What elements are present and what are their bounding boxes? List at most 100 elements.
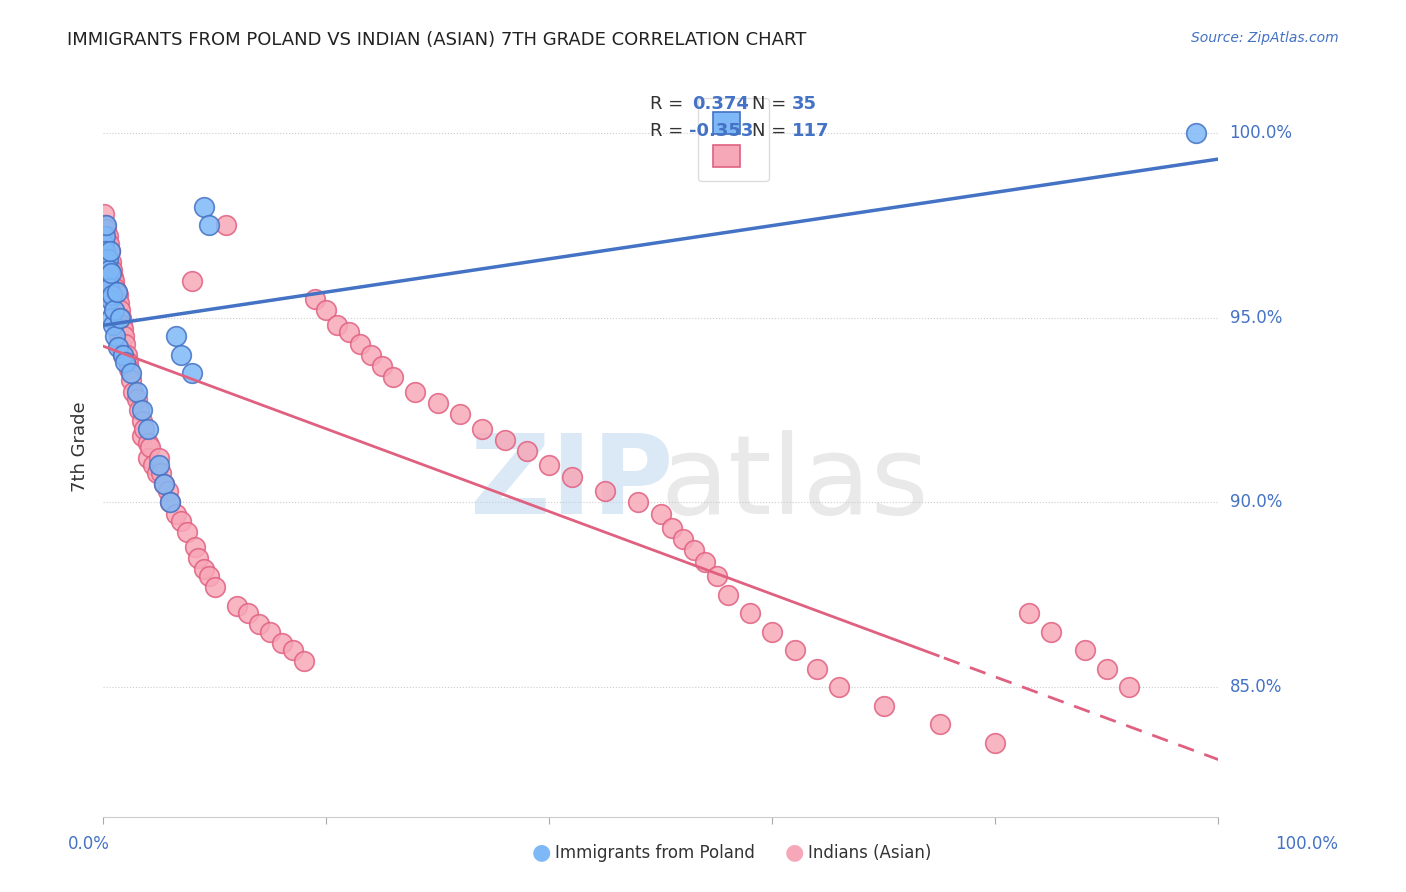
Point (349, 336, 371, 351)
Point (120, 366, 142, 380)
Point (650, 507, 672, 521)
Text: ZIP: ZIP (470, 431, 673, 538)
Point (101, 262, 124, 277)
Point (101, 274, 124, 288)
Point (828, 680, 851, 694)
Point (371, 359, 394, 373)
Point (1185, 126, 1208, 140)
Text: 117: 117 (792, 121, 830, 139)
Point (114, 355, 136, 369)
Point (806, 662, 828, 676)
Point (107, 296, 129, 310)
Point (181, 366, 204, 380)
Point (134, 421, 156, 435)
Point (315, 303, 337, 318)
Point (100, 266, 122, 280)
Point (96, 244, 118, 259)
Point (1118, 680, 1140, 694)
Point (112, 322, 135, 336)
Text: 100.0%: 100.0% (1275, 835, 1339, 853)
Point (1073, 643, 1095, 657)
Point (292, 654, 315, 668)
Text: ●: ● (531, 842, 551, 862)
Point (187, 550, 209, 565)
Point (247, 617, 270, 632)
Point (114, 336, 136, 351)
Point (98, 244, 121, 259)
Point (100, 255, 122, 269)
Point (107, 340, 129, 354)
Point (270, 636, 292, 650)
Point (111, 318, 134, 332)
Point (97, 236, 120, 251)
Point (97, 262, 120, 277)
Point (110, 310, 132, 325)
Point (117, 355, 139, 369)
Point (181, 274, 204, 288)
Point (108, 303, 131, 318)
Text: R =: R = (650, 95, 683, 112)
Point (103, 274, 125, 288)
Point (101, 288, 124, 302)
Point (108, 336, 131, 351)
Text: ●: ● (785, 842, 804, 862)
Point (101, 281, 124, 295)
Point (97, 229, 120, 244)
Point (136, 451, 159, 466)
Point (471, 421, 494, 435)
Text: 0.374: 0.374 (692, 95, 748, 112)
Point (928, 717, 950, 731)
Point (101, 318, 124, 332)
Point (198, 219, 221, 233)
Point (101, 270, 124, 285)
Point (281, 643, 304, 657)
Point (131, 429, 153, 443)
Point (516, 443, 538, 458)
Point (103, 300, 125, 314)
Point (159, 495, 181, 509)
Point (101, 292, 124, 306)
Y-axis label: 7th Grade: 7th Grade (72, 401, 89, 492)
Point (494, 433, 516, 447)
Point (193, 200, 215, 214)
Point (125, 384, 148, 399)
Point (176, 524, 198, 539)
Point (110, 340, 132, 354)
Point (100, 266, 122, 280)
Point (112, 329, 135, 343)
Point (122, 384, 145, 399)
Point (107, 329, 129, 343)
Point (120, 374, 142, 388)
Point (426, 395, 449, 409)
Point (103, 285, 125, 299)
Text: atlas: atlas (661, 431, 929, 538)
Point (304, 292, 326, 306)
Point (142, 458, 165, 473)
Point (112, 348, 135, 362)
Point (593, 484, 616, 499)
Point (107, 288, 129, 302)
Point (183, 540, 205, 554)
Legend: , : , (699, 97, 769, 181)
Point (1040, 624, 1063, 639)
Point (97, 274, 120, 288)
Point (93, 207, 115, 221)
Point (204, 581, 226, 595)
Point (170, 348, 193, 362)
Text: Immigrants from Poland: Immigrants from Poland (555, 844, 755, 862)
Point (112, 348, 135, 362)
Point (738, 607, 761, 621)
Point (683, 543, 706, 558)
Point (159, 495, 181, 509)
Point (97, 252, 120, 266)
Point (153, 477, 176, 491)
Point (104, 303, 127, 318)
Point (96, 219, 118, 233)
Point (128, 403, 150, 417)
Point (93, 229, 115, 244)
Point (107, 318, 129, 332)
Point (131, 414, 153, 428)
Point (136, 421, 159, 435)
Point (404, 384, 426, 399)
Point (226, 599, 249, 613)
